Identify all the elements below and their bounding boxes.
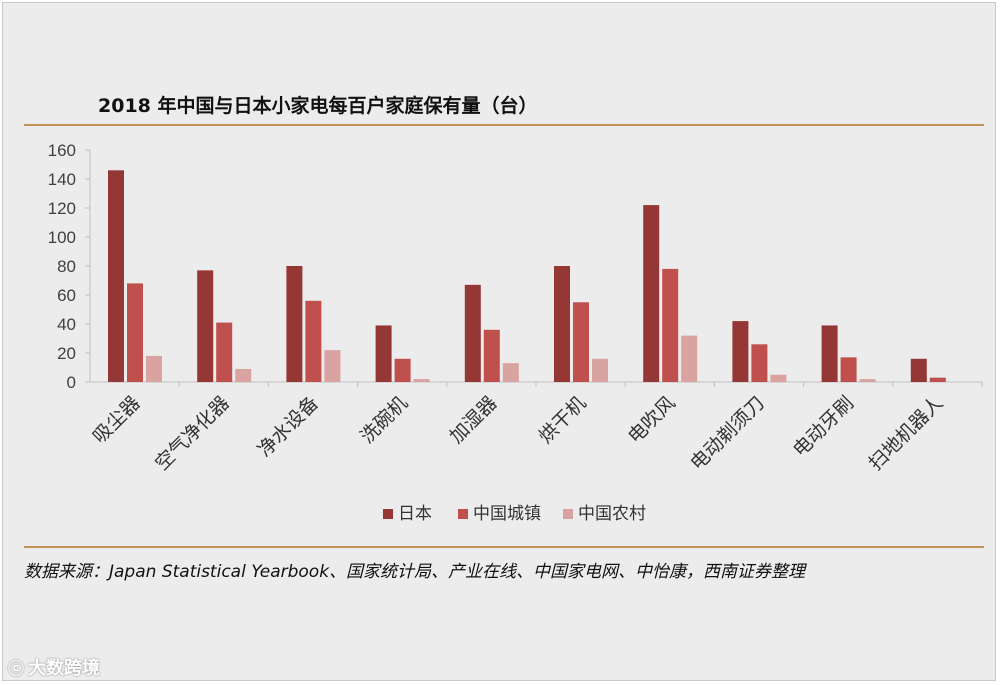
y-tick-label: 60 bbox=[57, 286, 76, 305]
bar-rural bbox=[859, 379, 876, 382]
bar-japan bbox=[197, 270, 214, 382]
source-divider bbox=[24, 546, 984, 548]
bar-urban bbox=[662, 268, 679, 382]
legend-label-urban: 中国城镇 bbox=[473, 504, 541, 524]
x-category-label: 电动剃须刀 bbox=[686, 392, 769, 475]
legend-label-rural: 中国农村 bbox=[578, 504, 646, 524]
y-tick-label: 100 bbox=[48, 228, 76, 247]
x-category-label: 吸尘器 bbox=[89, 392, 145, 448]
bar-japan bbox=[554, 266, 570, 382]
x-category-label: 烘干机 bbox=[535, 392, 591, 448]
legend-swatch-rural bbox=[563, 509, 573, 519]
bar-rural bbox=[324, 350, 341, 382]
x-category-label: 扫地机器人 bbox=[865, 392, 948, 475]
x-category-label: 净水设备 bbox=[254, 392, 323, 461]
y-tick-label: 160 bbox=[48, 141, 76, 160]
chart-title: 2018 年中国与日本小家电每百户家庭保有量（台） bbox=[98, 95, 538, 117]
bar-rural bbox=[592, 358, 608, 382]
bar-urban bbox=[127, 283, 143, 382]
x-category-label: 空气净化器 bbox=[151, 392, 234, 475]
bar-japan bbox=[910, 358, 927, 382]
legend-swatch-urban bbox=[458, 509, 468, 519]
bar-rural bbox=[770, 374, 787, 382]
watermark-text: 大数跨境 bbox=[28, 658, 101, 679]
bar-urban bbox=[483, 329, 500, 382]
bar-rural bbox=[146, 355, 162, 382]
bar-japan bbox=[108, 170, 124, 382]
bar-rural bbox=[502, 363, 519, 382]
watermark-logo-icon: ⓒ bbox=[8, 659, 25, 678]
title-divider bbox=[24, 124, 984, 126]
bar-urban bbox=[840, 357, 857, 382]
y-tick-label: 80 bbox=[57, 257, 76, 276]
x-category-label: 电吹风 bbox=[624, 392, 680, 448]
bar-urban bbox=[751, 344, 768, 382]
bar-urban bbox=[573, 302, 589, 382]
bar-urban bbox=[305, 300, 322, 382]
watermark: ⓒ 大数跨境 bbox=[8, 654, 100, 680]
x-category-label: 加湿器 bbox=[445, 392, 501, 448]
bar-urban bbox=[394, 358, 411, 382]
bar-rural bbox=[235, 368, 252, 382]
y-tick-label: 0 bbox=[67, 373, 76, 392]
y-tick-label: 140 bbox=[48, 170, 76, 189]
bar-japan bbox=[286, 266, 303, 382]
source-note: 数据来源：Japan Statistical Yearbook、国家统计局、产业… bbox=[24, 562, 806, 582]
y-tick-label: 40 bbox=[57, 315, 76, 334]
bar-urban bbox=[929, 377, 946, 382]
bar-japan bbox=[464, 284, 481, 382]
bar-urban bbox=[216, 322, 233, 382]
bar-rural bbox=[681, 335, 698, 382]
x-category-label: 电动牙刷 bbox=[789, 392, 858, 461]
x-category-label: 洗碗机 bbox=[356, 392, 412, 448]
y-tick-label: 120 bbox=[48, 199, 76, 218]
bar-japan bbox=[375, 325, 392, 382]
bar-japan bbox=[643, 205, 660, 382]
legend-swatch-japan bbox=[383, 509, 393, 519]
y-tick-label: 20 bbox=[57, 344, 76, 363]
bar-rural bbox=[413, 379, 430, 382]
bar-japan bbox=[821, 325, 838, 382]
bar-japan bbox=[732, 321, 749, 382]
legend-label-japan: 日本 bbox=[398, 504, 432, 524]
